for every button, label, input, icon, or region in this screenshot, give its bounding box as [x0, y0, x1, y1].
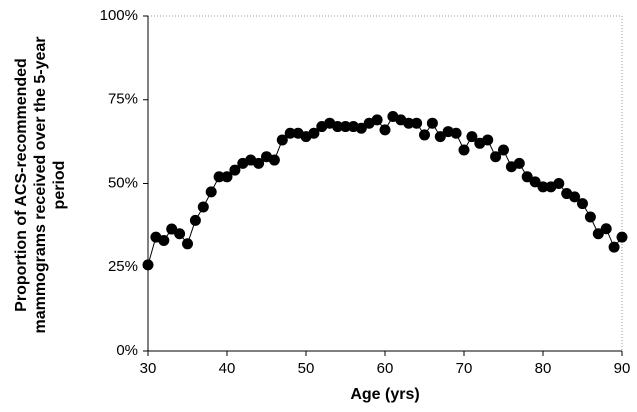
data-point — [608, 241, 620, 253]
data-point — [584, 211, 596, 223]
data-point — [600, 223, 612, 235]
y-tick-label: 0% — [116, 342, 138, 359]
y-tick-label: 50% — [108, 174, 138, 191]
y-tick-label: 25% — [108, 258, 138, 275]
y-tick-label: 100% — [100, 7, 138, 24]
data-point — [434, 131, 446, 143]
data-point — [592, 228, 604, 240]
data-point — [174, 228, 186, 240]
y-axis-label-line: mammograms received over the 5-year — [32, 36, 49, 333]
x-tick-label: 60 — [377, 360, 394, 377]
data-point — [426, 117, 438, 129]
data-point — [332, 121, 344, 133]
data-point — [158, 234, 170, 246]
x-tick-label: 30 — [140, 360, 157, 377]
data-point — [268, 154, 280, 166]
data-point — [276, 134, 288, 146]
data-point — [205, 186, 217, 198]
data-point — [284, 127, 296, 139]
data-point — [166, 223, 178, 235]
data-point — [490, 151, 502, 163]
x-axis-label: Age (yrs) — [350, 386, 419, 403]
data-point — [521, 171, 533, 183]
data-point — [308, 127, 320, 139]
x-tick-label: 40 — [219, 360, 236, 377]
data-point — [371, 114, 383, 126]
data-point — [450, 127, 462, 139]
x-tick-label: 90 — [614, 360, 631, 377]
data-point — [213, 171, 225, 183]
y-axis-label-line: period — [51, 161, 68, 210]
data-point — [229, 164, 241, 176]
data-point — [142, 259, 154, 271]
y-tick-label: 75% — [108, 91, 138, 108]
data-point — [221, 171, 233, 183]
data-point — [577, 198, 588, 210]
data-point — [355, 122, 367, 134]
data-point — [253, 157, 265, 169]
data-point — [466, 131, 478, 143]
x-tick-label: 50 — [298, 360, 315, 377]
y-axis-label: Proportion of ACS-recommended mammograms… — [13, 36, 68, 333]
data-point — [553, 178, 565, 189]
data-point — [379, 124, 391, 136]
data-point — [403, 117, 415, 129]
data-point — [411, 117, 423, 129]
y-axis-label-line: Proportion of ACS-recommended — [13, 58, 30, 312]
data-point — [458, 144, 470, 156]
x-tick-label: 80 — [535, 360, 552, 377]
data-point — [498, 144, 509, 156]
data-point — [482, 134, 494, 146]
data-point — [529, 176, 541, 188]
data-point — [537, 181, 549, 193]
data-point — [419, 129, 430, 141]
data-point — [189, 214, 201, 226]
data-point — [513, 157, 525, 169]
data-point — [569, 191, 581, 203]
x-tick-label: 70 — [456, 360, 473, 377]
data-point — [182, 238, 193, 250]
data-point — [197, 201, 209, 213]
data-point — [616, 231, 628, 243]
data-point — [340, 121, 351, 133]
